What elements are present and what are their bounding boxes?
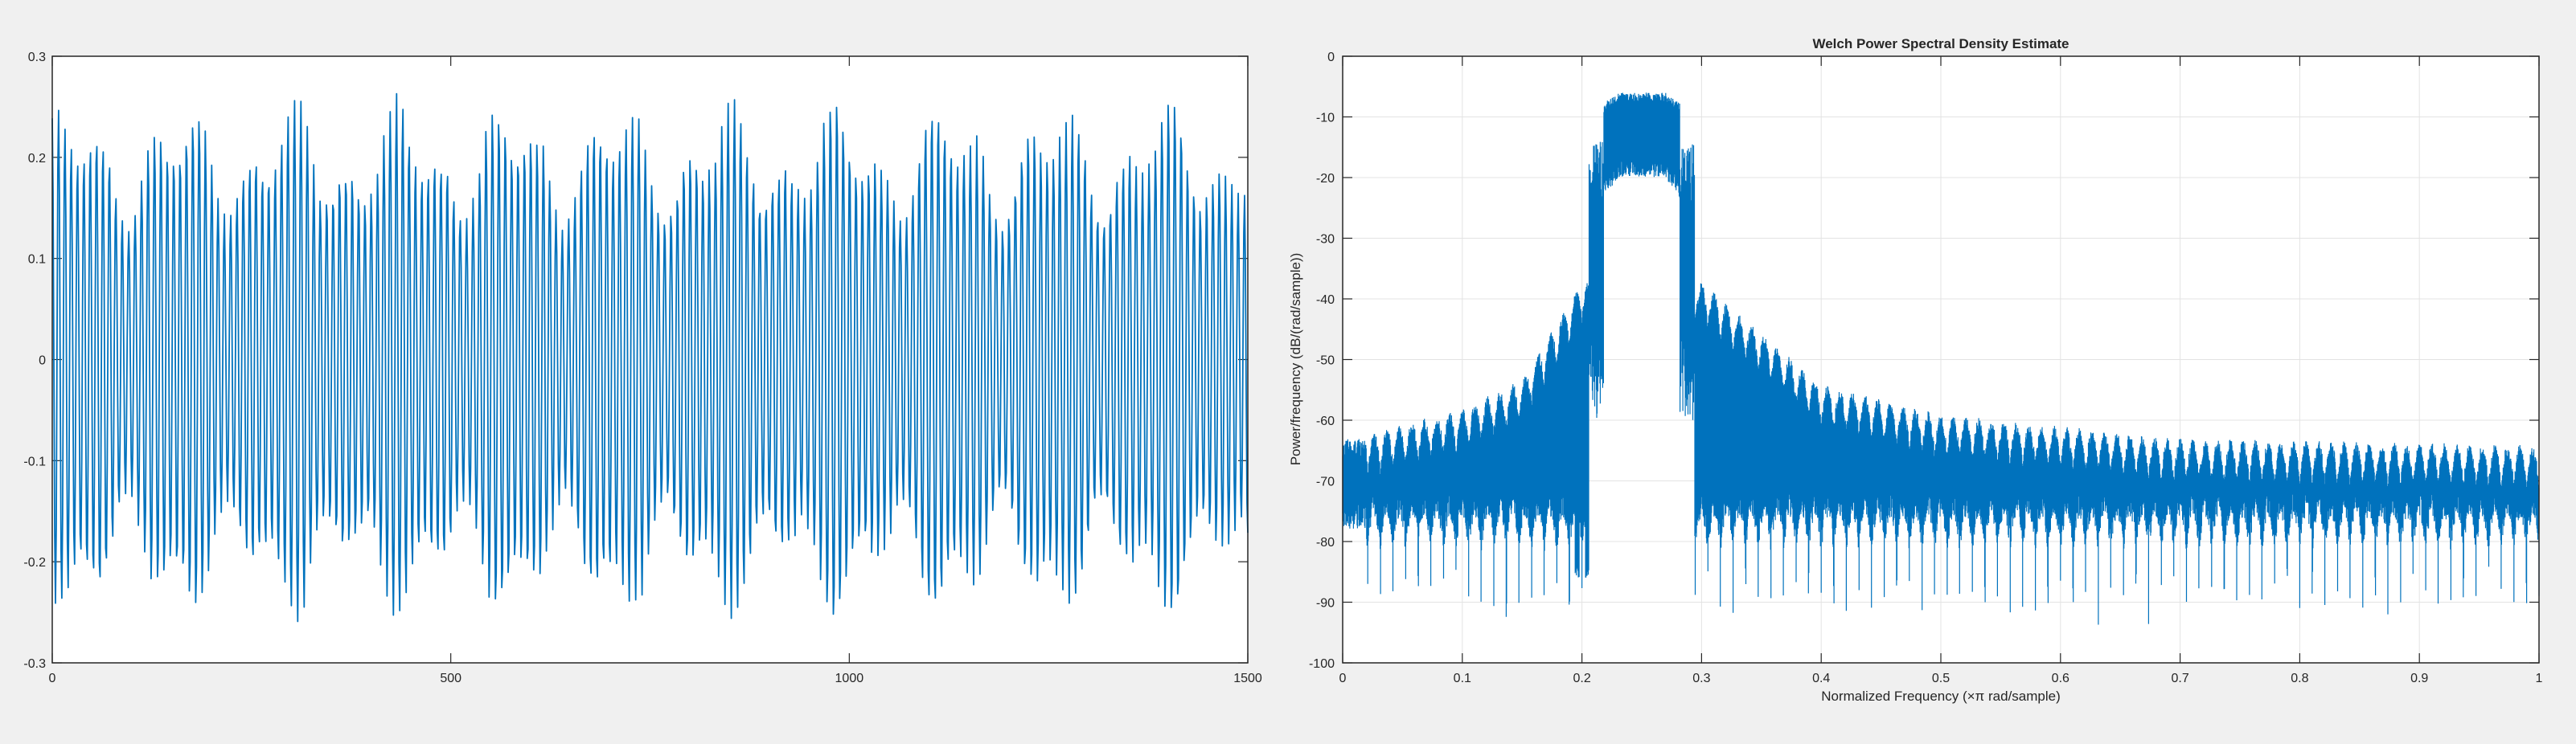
signal-x-tick-labels: 0 500 1000 1500 xyxy=(49,672,1262,685)
psd-y-tick-label: -50 xyxy=(1316,354,1335,368)
signal-y-tick-labels: -0.3 -0.2 -0.1 0 0.1 0.2 0.3 xyxy=(23,51,46,671)
psd-y-tick-label: -20 xyxy=(1316,172,1335,186)
signal-line xyxy=(51,92,1249,623)
psd-x-tick-label: 0.6 xyxy=(2052,672,2069,685)
signal-x-tick-label: 0 xyxy=(49,672,56,685)
signal-y-tick-label: 0.2 xyxy=(28,152,46,166)
signal-y-tick-label: 0.1 xyxy=(28,253,46,267)
psd-x-tick-label: 0.1 xyxy=(1454,672,1471,685)
signal-x-tick-label: 1500 xyxy=(1233,672,1262,685)
psd-x-tick-label: 0.9 xyxy=(2410,672,2428,685)
psd-x-tick-label: 0.3 xyxy=(1692,672,1710,685)
signal-axes-box xyxy=(51,55,1249,664)
psd-x-tick-label: 0.8 xyxy=(2291,672,2308,685)
signal-y-tick-label: -0.1 xyxy=(23,455,46,468)
psd-x-tick-label: 0.4 xyxy=(1812,672,1830,685)
psd-title: Welch Power Spectral Density Estimate xyxy=(1812,36,2069,51)
psd-y-tick-label: -80 xyxy=(1316,536,1335,550)
psd-axes[interactable]: -100-90-80-70-60-50-40-30-20-100 0 0.1 0.2… xyxy=(1288,36,2543,704)
signal-y-tick-label: -0.3 xyxy=(23,657,46,671)
psd-x-tick-label: 0 xyxy=(1339,672,1347,685)
psd-x-axis-label: Normalized Frequency (×π rad/sample) xyxy=(1821,689,2061,704)
psd-y-tick-label: -100 xyxy=(1309,657,1335,671)
psd-y-tick-labels: -100-90-80-70-60-50-40-30-20-100 xyxy=(1309,51,1335,671)
signal-y-tick-label: -0.2 xyxy=(23,556,46,570)
signal-x-tick-label: 1000 xyxy=(835,672,864,685)
signal-axes[interactable]: -0.3 -0.2 -0.1 0 0.1 0.2 0.3 0 500 1000 1500 xyxy=(23,51,1261,685)
psd-x-tick-label: 0.7 xyxy=(2171,672,2188,685)
psd-y-tick-label: 0 xyxy=(1327,51,1335,64)
psd-y-axis-label: Power/frequency (dB/(rad/sample)) xyxy=(1288,253,1303,466)
signal-y-tick-label: 0.3 xyxy=(28,51,46,64)
signal-x-tick-label: 500 xyxy=(440,672,461,685)
psd-y-tick-label: -60 xyxy=(1316,415,1335,428)
psd-y-tick-label: -30 xyxy=(1316,233,1335,247)
signal-y-tick-label: 0 xyxy=(39,354,46,368)
psd-axes-box xyxy=(1342,55,2540,664)
psd-x-tick-labels: 0 0.1 0.2 0.3 0.4 0.5 0.6 0.7 0.8 0.9 1 xyxy=(1339,672,2543,685)
psd-x-tick-label: 0.2 xyxy=(1573,672,1590,685)
psd-x-tick-label: 1 xyxy=(2536,672,2543,685)
psd-y-tick-label: -10 xyxy=(1316,112,1335,125)
psd-y-tick-label: -70 xyxy=(1316,476,1335,489)
psd-y-tick-label: -90 xyxy=(1316,597,1335,611)
psd-y-tick-label: -40 xyxy=(1316,293,1335,307)
psd-x-tick-label: 0.5 xyxy=(1932,672,1950,685)
